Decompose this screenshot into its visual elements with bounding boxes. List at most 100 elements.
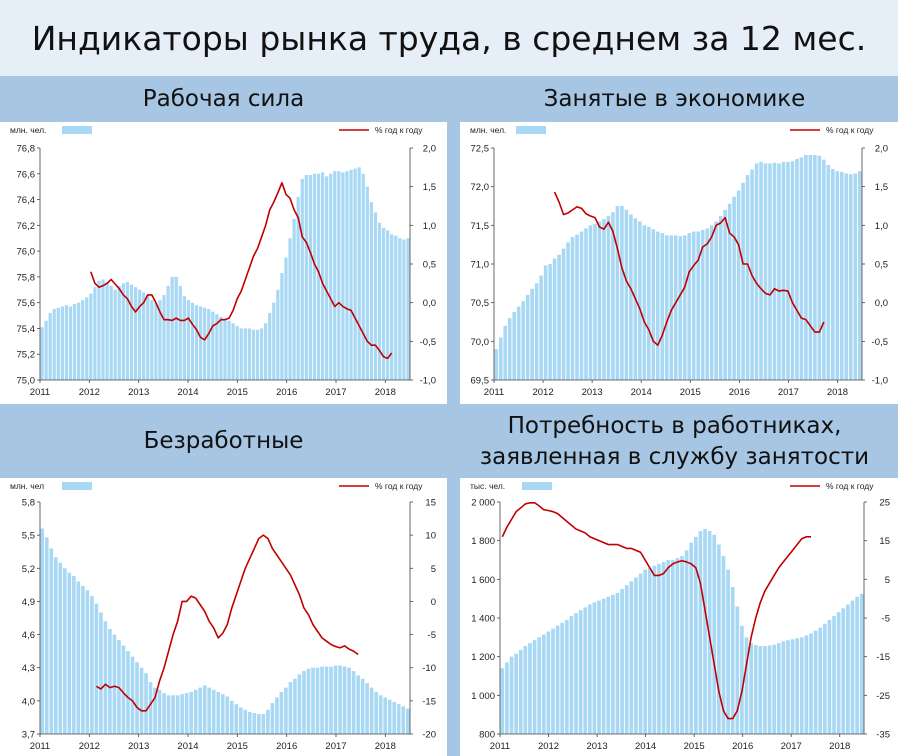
bar [329, 173, 333, 380]
x-tick-label: 2013 [128, 387, 149, 398]
bar [162, 294, 166, 380]
bar [666, 560, 671, 734]
bar [767, 645, 772, 734]
bar [602, 219, 606, 380]
bar [700, 229, 705, 380]
bar [64, 305, 69, 380]
x-tick-label: 2013 [586, 741, 607, 752]
x-tick-label: 2013 [128, 741, 149, 752]
yoy-line [90, 181, 393, 360]
bar [809, 633, 813, 734]
bar [758, 646, 763, 734]
bar [243, 328, 247, 380]
y-tick-label-right: -1,0 [872, 376, 888, 387]
y-tick-label-right: 0,0 [423, 298, 436, 309]
y-tick-label-left: 3,7 [22, 730, 35, 741]
bar [383, 697, 387, 734]
y-tick-label-right: -35 [876, 730, 890, 741]
bar [225, 696, 230, 734]
x-tick-label: 2012 [532, 387, 553, 398]
bar [338, 665, 342, 734]
bar [315, 667, 320, 734]
bar [146, 294, 150, 380]
bar [109, 285, 113, 380]
bar [660, 233, 665, 380]
y-tick-label-right: -0,5 [872, 337, 888, 348]
bar [564, 619, 569, 734]
bar [347, 667, 351, 734]
bar [44, 537, 49, 734]
bar [588, 604, 592, 734]
bar [56, 307, 60, 380]
x-tick-label: 2011 [30, 387, 50, 398]
bar [714, 221, 718, 380]
bar [772, 162, 777, 380]
bar [162, 693, 166, 734]
x-tick-label: 2014 [635, 741, 656, 752]
bar [727, 203, 732, 380]
bar [705, 228, 709, 380]
bar [698, 531, 703, 734]
bar [730, 587, 735, 734]
bar [678, 236, 683, 380]
bar [749, 643, 753, 734]
x-tick-label: 2017 [781, 741, 802, 752]
bar [584, 228, 588, 380]
bar [63, 568, 67, 734]
y-tick-label-left: 75,4 [17, 324, 36, 335]
bar [552, 258, 557, 380]
bar [741, 182, 745, 380]
unit-label-left: млн. чел. [10, 125, 46, 135]
y-tick-label-left: 71,5 [471, 221, 490, 232]
x-tick-label: 2015 [227, 387, 248, 398]
bar [148, 682, 153, 734]
chart-labor-force: млн. чел. % год к году 75,0 75,2 75,4 75,6 75,… [0, 122, 447, 404]
bar [534, 283, 539, 380]
bar [507, 318, 512, 380]
x-tick-label: 2015 [684, 741, 705, 752]
bar [207, 309, 211, 380]
bar [776, 643, 781, 734]
y-tick-label-left: 1 400 [471, 614, 495, 625]
bar [560, 622, 565, 734]
bar [248, 711, 252, 734]
yoy-line [95, 534, 359, 712]
bar [178, 285, 182, 380]
bar [341, 172, 345, 380]
bar [72, 576, 76, 734]
bar [158, 300, 162, 380]
bar [108, 629, 112, 734]
bar [726, 569, 730, 734]
bar [500, 668, 505, 734]
bar [530, 288, 534, 380]
bar [316, 173, 321, 380]
y-tick-label-right: -15 [876, 652, 890, 663]
bar [808, 154, 813, 380]
bar [744, 637, 749, 734]
bar [620, 589, 624, 734]
bar [709, 225, 714, 380]
bar [736, 190, 741, 380]
bar [537, 637, 542, 734]
bar [144, 673, 148, 734]
bar [629, 214, 633, 380]
bar [670, 560, 675, 734]
bar [525, 294, 530, 380]
bar [288, 238, 292, 380]
bar [394, 235, 398, 380]
bar [541, 634, 546, 734]
bar [381, 227, 386, 380]
y-tick-label-right: 5 [885, 575, 890, 586]
bar [105, 282, 109, 380]
bar [629, 581, 634, 734]
bar [126, 651, 130, 734]
bar [817, 155, 822, 380]
y-tick-label-left: 5,2 [22, 564, 35, 575]
bar [723, 209, 727, 380]
bar [647, 567, 652, 734]
y-tick-label-right: 1,5 [875, 182, 888, 193]
bar [356, 675, 360, 734]
bar [826, 165, 831, 380]
bar [125, 282, 130, 380]
bar [523, 646, 528, 734]
